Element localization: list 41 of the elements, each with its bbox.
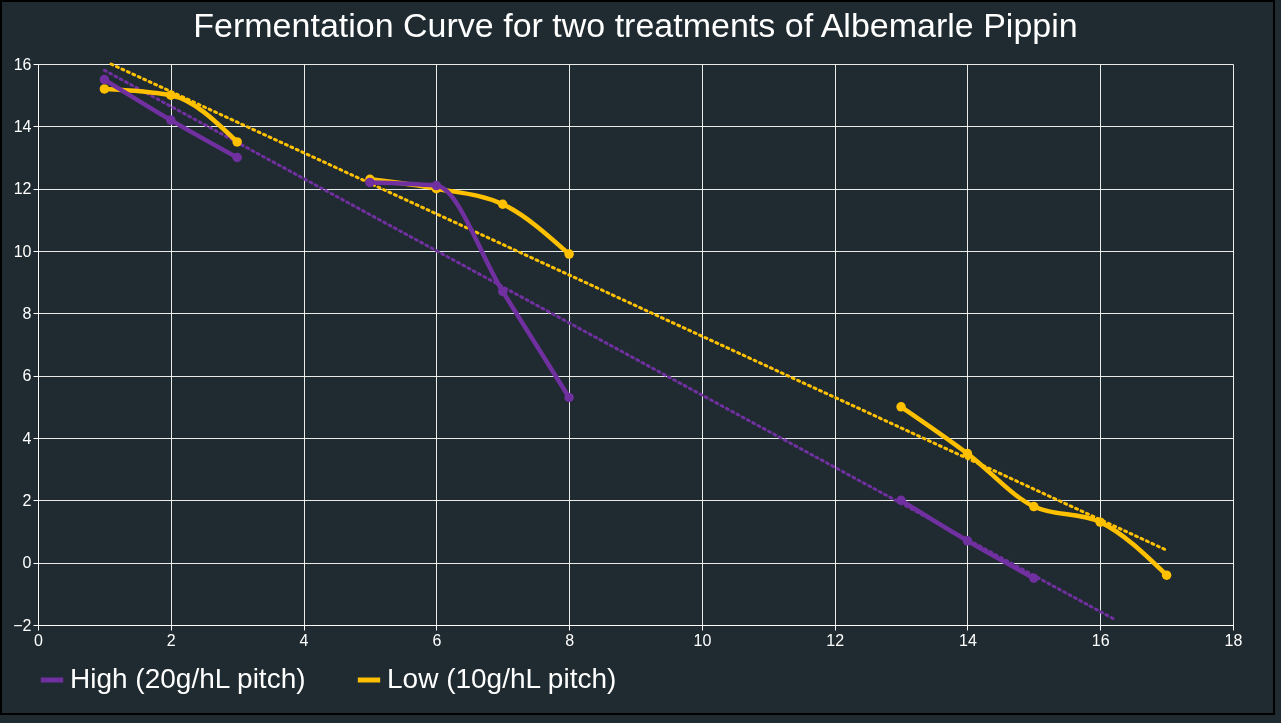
y-tick-label: −2 xyxy=(13,616,32,634)
y-tick-label: 8 xyxy=(22,304,32,322)
point xyxy=(1095,517,1105,527)
legend-label: Low (10g/hL pitch) xyxy=(387,663,617,694)
point xyxy=(564,392,574,403)
point xyxy=(166,90,176,100)
x-tick-label: 18 xyxy=(1224,631,1243,649)
y-tick-label: 10 xyxy=(13,242,32,260)
point xyxy=(1161,570,1172,580)
y-tick-label: 4 xyxy=(22,429,32,447)
x-tick-label: 6 xyxy=(432,631,442,649)
x-tick-label: 14 xyxy=(959,631,977,649)
x-tick-label: 0 xyxy=(34,631,44,649)
y-tick-label: 12 xyxy=(13,180,32,198)
point xyxy=(1029,573,1039,583)
point xyxy=(896,402,906,412)
y-tick-label: 14 xyxy=(13,117,32,135)
x-tick-label: 8 xyxy=(565,631,575,649)
x-tick-label: 4 xyxy=(299,631,309,649)
point xyxy=(497,286,508,297)
x-tick-label: 2 xyxy=(166,631,176,649)
y-tick-label: 16 xyxy=(13,55,32,73)
point xyxy=(232,137,242,147)
x-tick-label: 12 xyxy=(826,631,845,649)
point xyxy=(962,536,973,546)
point xyxy=(232,152,242,163)
point xyxy=(497,199,508,209)
point xyxy=(962,448,973,459)
y-tick-label: 6 xyxy=(22,367,32,385)
point xyxy=(99,74,110,85)
y-tick-label: 0 xyxy=(22,554,32,572)
legend-label: High (20g/hL pitch) xyxy=(70,663,306,694)
chart-title: Fermentation Curve for two treatments of Albemarle Pippin xyxy=(193,6,1078,44)
x-tick-label: 10 xyxy=(693,631,712,649)
y-tick-label: 2 xyxy=(22,491,32,509)
point xyxy=(896,495,906,506)
point xyxy=(166,115,176,125)
x-tick-label: 16 xyxy=(1091,631,1110,649)
point xyxy=(1029,501,1039,512)
point xyxy=(564,249,574,259)
point xyxy=(99,84,110,94)
